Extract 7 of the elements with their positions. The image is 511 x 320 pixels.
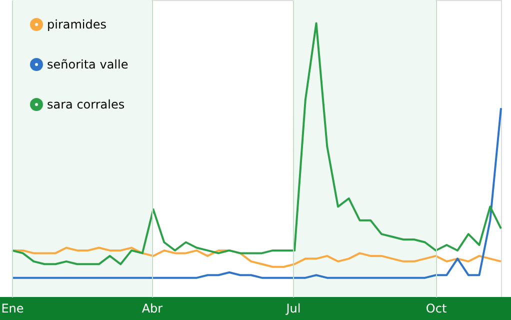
legend-label: señorita valle <box>47 58 128 72</box>
x-tick-label: Oct <box>426 302 447 316</box>
x-tick-label: Abr <box>142 302 163 316</box>
legend-label: piramides <box>47 18 107 32</box>
legend-label: sara corrales <box>47 98 125 112</box>
x-tick-label: Jul <box>285 302 301 316</box>
x-tick-label: Ene <box>1 302 24 316</box>
